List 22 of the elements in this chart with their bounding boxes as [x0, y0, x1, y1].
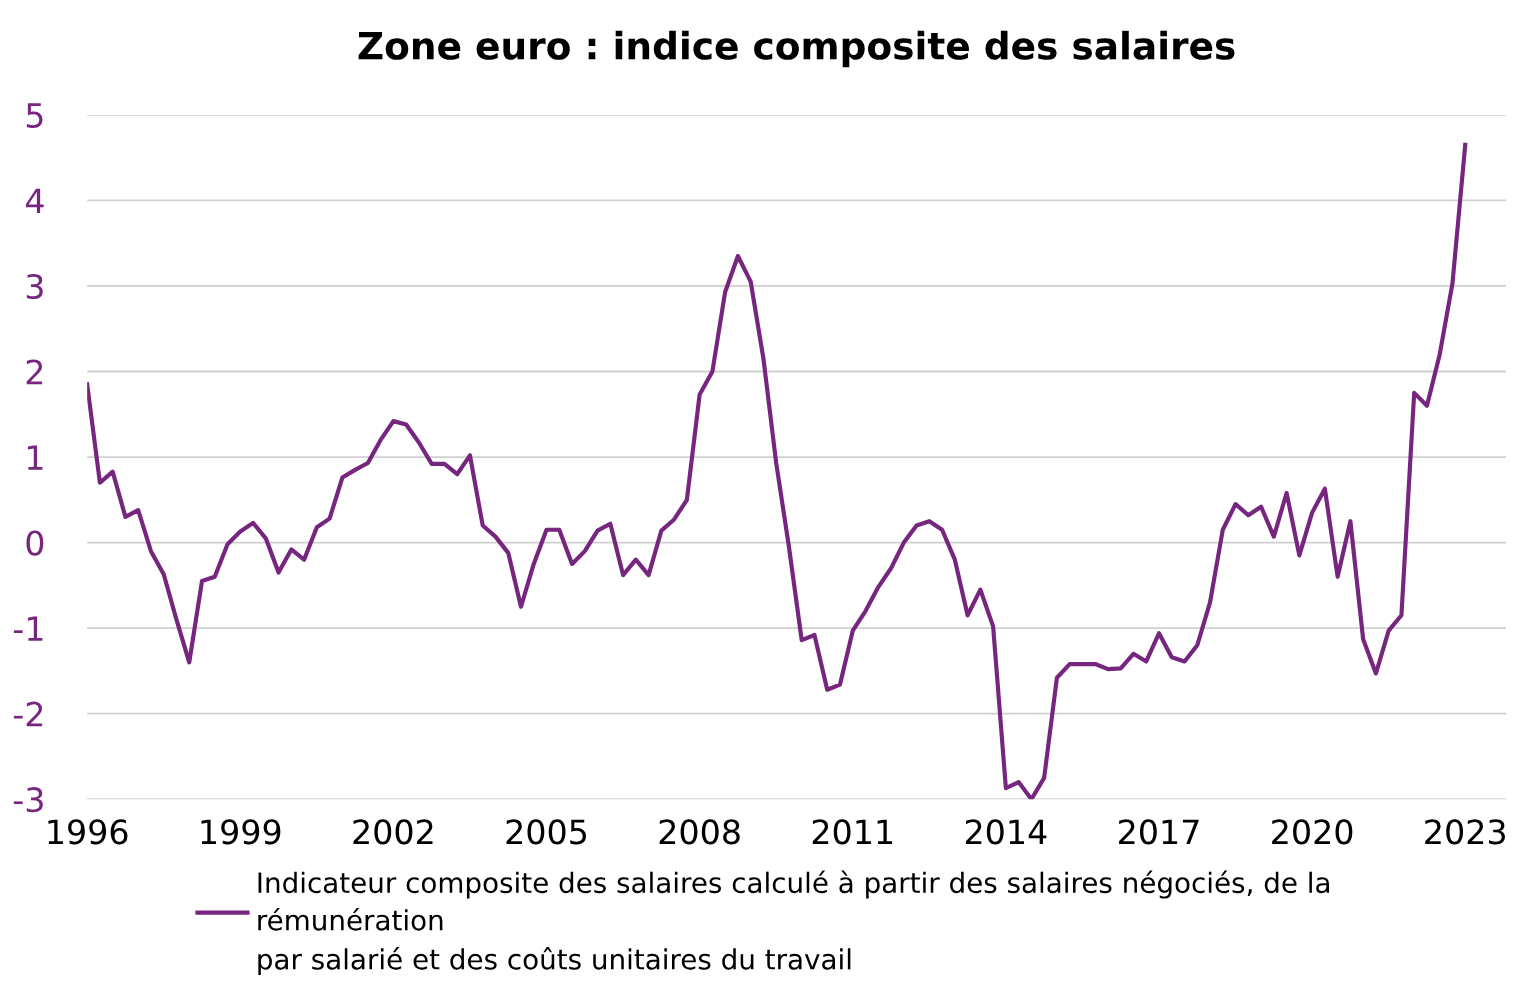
y-tick-label: -1 [13, 616, 43, 641]
y-tick-label: -2 [13, 701, 43, 727]
x-tick-label: 2020 [1272, 819, 1353, 845]
x-tick-label: 2017 [1119, 819, 1199, 845]
y-tick-label: -3 [13, 787, 43, 813]
y-tick-label: 3 [26, 273, 43, 300]
y-tick-label: 0 [26, 530, 44, 556]
x-tick-label: 2008 [659, 819, 740, 845]
line-series [87, 142, 1468, 800]
x-tick-label: 2002 [353, 819, 433, 845]
chart-title: Zone euro : indice composite des salaires [358, 30, 1235, 68]
x-tick-label: 2014 [965, 819, 1047, 845]
x-tick-label: 2023 [1425, 819, 1505, 845]
x-tick-label: 2005 [506, 819, 587, 845]
legend-label: Indicateur composite des salaires calculé à partir des salaires négociés, de la rémunération par salarié et des coûts unitaires du travail [258, 870, 1329, 976]
y-tick-label: 2 [26, 359, 43, 385]
x-tick-label: 1999 [201, 819, 281, 845]
y-tick-label: 4 [25, 188, 44, 214]
y-tick-label: 5 [26, 103, 43, 129]
x-tick-label: 1996 [48, 819, 128, 845]
x-tick-label: 2011 [812, 819, 893, 845]
y-tick-label: 1 [27, 445, 43, 470]
